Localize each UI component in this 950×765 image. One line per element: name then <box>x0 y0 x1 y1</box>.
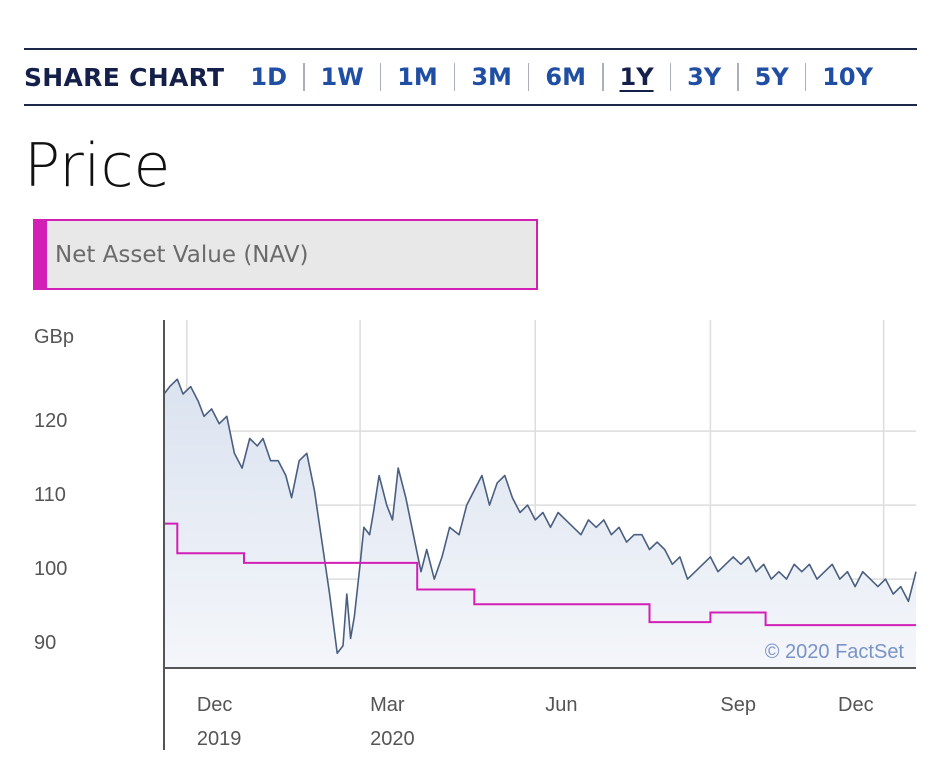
tab-1d[interactable]: 1D <box>250 63 288 91</box>
y-tick-label: 100 <box>34 558 67 580</box>
tab-10y[interactable]: 10Y <box>822 63 874 91</box>
x-tick-label: Mar <box>370 694 405 716</box>
tab-separator <box>453 63 456 91</box>
x-tick-label: Jun <box>545 694 577 716</box>
tab-separator <box>737 63 739 91</box>
price-line <box>163 378 917 654</box>
period-tabs: 1D 1W 1M 3M 6M 1Y 3Y 5Y 10Y <box>250 63 873 91</box>
nav-legend-swatch <box>35 221 47 288</box>
tab-separator <box>527 63 530 91</box>
tab-separator <box>804 63 807 91</box>
tab-1w[interactable]: 1W <box>320 63 364 91</box>
x-tick-label: Dec <box>838 694 874 716</box>
tab-5y[interactable]: 5Y <box>754 63 789 91</box>
y-unit-label: GBp <box>34 326 74 348</box>
share-chart-bar: SHARE CHART 1D 1W 1M 3M 6M 1Y 3Y 5Y 10Y <box>24 48 917 106</box>
tab-separator <box>379 63 382 91</box>
factset-credit: © 2020 FactSet <box>765 641 905 663</box>
tab-separator <box>303 63 305 91</box>
x-tick-year-label: 2019 <box>197 728 242 750</box>
price-heading: Price <box>24 131 171 201</box>
nav-line <box>164 522 916 627</box>
tab-6m[interactable]: 6M <box>545 63 586 91</box>
y-tick-label: 110 <box>34 484 66 506</box>
nav-legend-label: Net Asset Value (NAV) <box>55 241 309 268</box>
tab-separator <box>602 63 604 91</box>
y-tick-label: 90 <box>34 632 56 654</box>
price-area <box>164 379 916 668</box>
x-tick-label: Dec <box>197 694 233 716</box>
nav-legend-toggle[interactable]: Net Asset Value (NAV) <box>33 219 538 290</box>
price-chart: GBp 90 100 110 120 Dec 2019 Mar 2020 Jun Sep Dec © 2… <box>34 320 917 750</box>
tab-3m[interactable]: 3M <box>471 63 512 91</box>
tab-1y[interactable]: 1Y <box>619 63 654 91</box>
x-tick-label: Sep <box>720 694 756 716</box>
x-tick-year-label: 2020 <box>370 728 415 750</box>
tab-1m[interactable]: 1M <box>397 63 438 91</box>
y-tick-label: 120 <box>34 410 67 432</box>
share-chart-title: SHARE CHART <box>24 62 225 92</box>
tab-separator <box>669 63 672 91</box>
tab-3y[interactable]: 3Y <box>687 63 722 91</box>
